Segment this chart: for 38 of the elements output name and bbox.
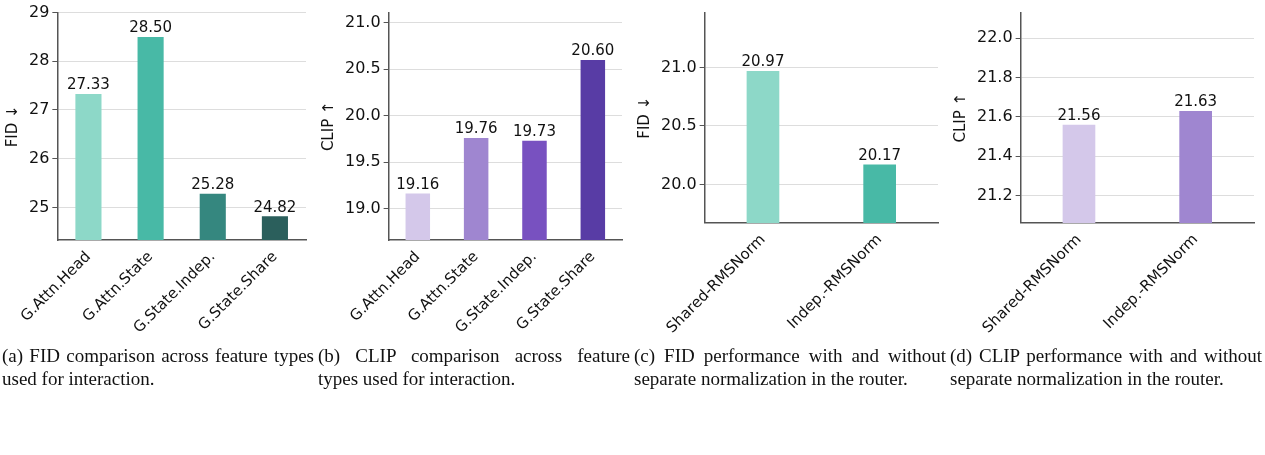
y-axis-title: CLIP ↑ bbox=[318, 101, 337, 152]
text: (c) FID performance with and without separate normalization in the router. bbox=[633, 344, 947, 390]
y-tick-label: 29 bbox=[29, 1, 50, 21]
data-label: 27.33 bbox=[66, 75, 110, 94]
y-axis-title: CLIP ↑ bbox=[950, 92, 969, 143]
data-label: 24.82 bbox=[253, 197, 297, 216]
y-tick-label: 27 bbox=[29, 99, 50, 119]
data-label: 19.73 bbox=[513, 122, 556, 141]
data-label: 19.76 bbox=[454, 119, 498, 138]
data-label: 28.50 bbox=[129, 18, 173, 37]
y-axis-title: FID ↓ bbox=[634, 96, 653, 139]
data-label: 19.16 bbox=[396, 175, 440, 193]
y-tick-label: 26 bbox=[29, 147, 50, 167]
data-label: 21.63 bbox=[1174, 92, 1218, 111]
data-label: 20.17 bbox=[858, 145, 902, 164]
y-tick-label: 21.0 bbox=[661, 56, 697, 76]
data-label: 25.28 bbox=[191, 175, 235, 194]
y-tick-label: 21.2 bbox=[977, 184, 1013, 204]
y-tick-label: 28 bbox=[29, 50, 50, 70]
y-axis-title: FID ↓ bbox=[2, 105, 21, 148]
y-tick-label: 21.6 bbox=[977, 105, 1013, 125]
y-tick-label: 21.8 bbox=[977, 66, 1013, 86]
y-tick-label: 22.0 bbox=[977, 27, 1013, 47]
y-tick-label: 20.5 bbox=[345, 58, 381, 78]
data-label: 20.60 bbox=[571, 41, 615, 60]
data-label: 20.97 bbox=[741, 52, 785, 71]
y-tick-label: 21.4 bbox=[977, 145, 1013, 165]
y-tick-label: 20.0 bbox=[345, 104, 381, 124]
y-tick-label: 20.5 bbox=[661, 115, 697, 135]
data-label: 21.56 bbox=[1057, 106, 1101, 125]
text: (b) CLIP comparison across feature types used for interaction. bbox=[317, 344, 631, 390]
y-tick-label: 19.5 bbox=[345, 151, 381, 171]
y-tick-label: 25 bbox=[29, 196, 50, 216]
y-tick-label: 19.0 bbox=[345, 197, 381, 217]
text: (a) FID comparison across feature types used for interaction. bbox=[1, 344, 315, 390]
text: (d) CLIP performance with and without separate normalization in the router. bbox=[949, 344, 1263, 390]
y-tick-label: 20.0 bbox=[661, 173, 697, 193]
y-tick-label: 21.0 bbox=[345, 11, 381, 31]
